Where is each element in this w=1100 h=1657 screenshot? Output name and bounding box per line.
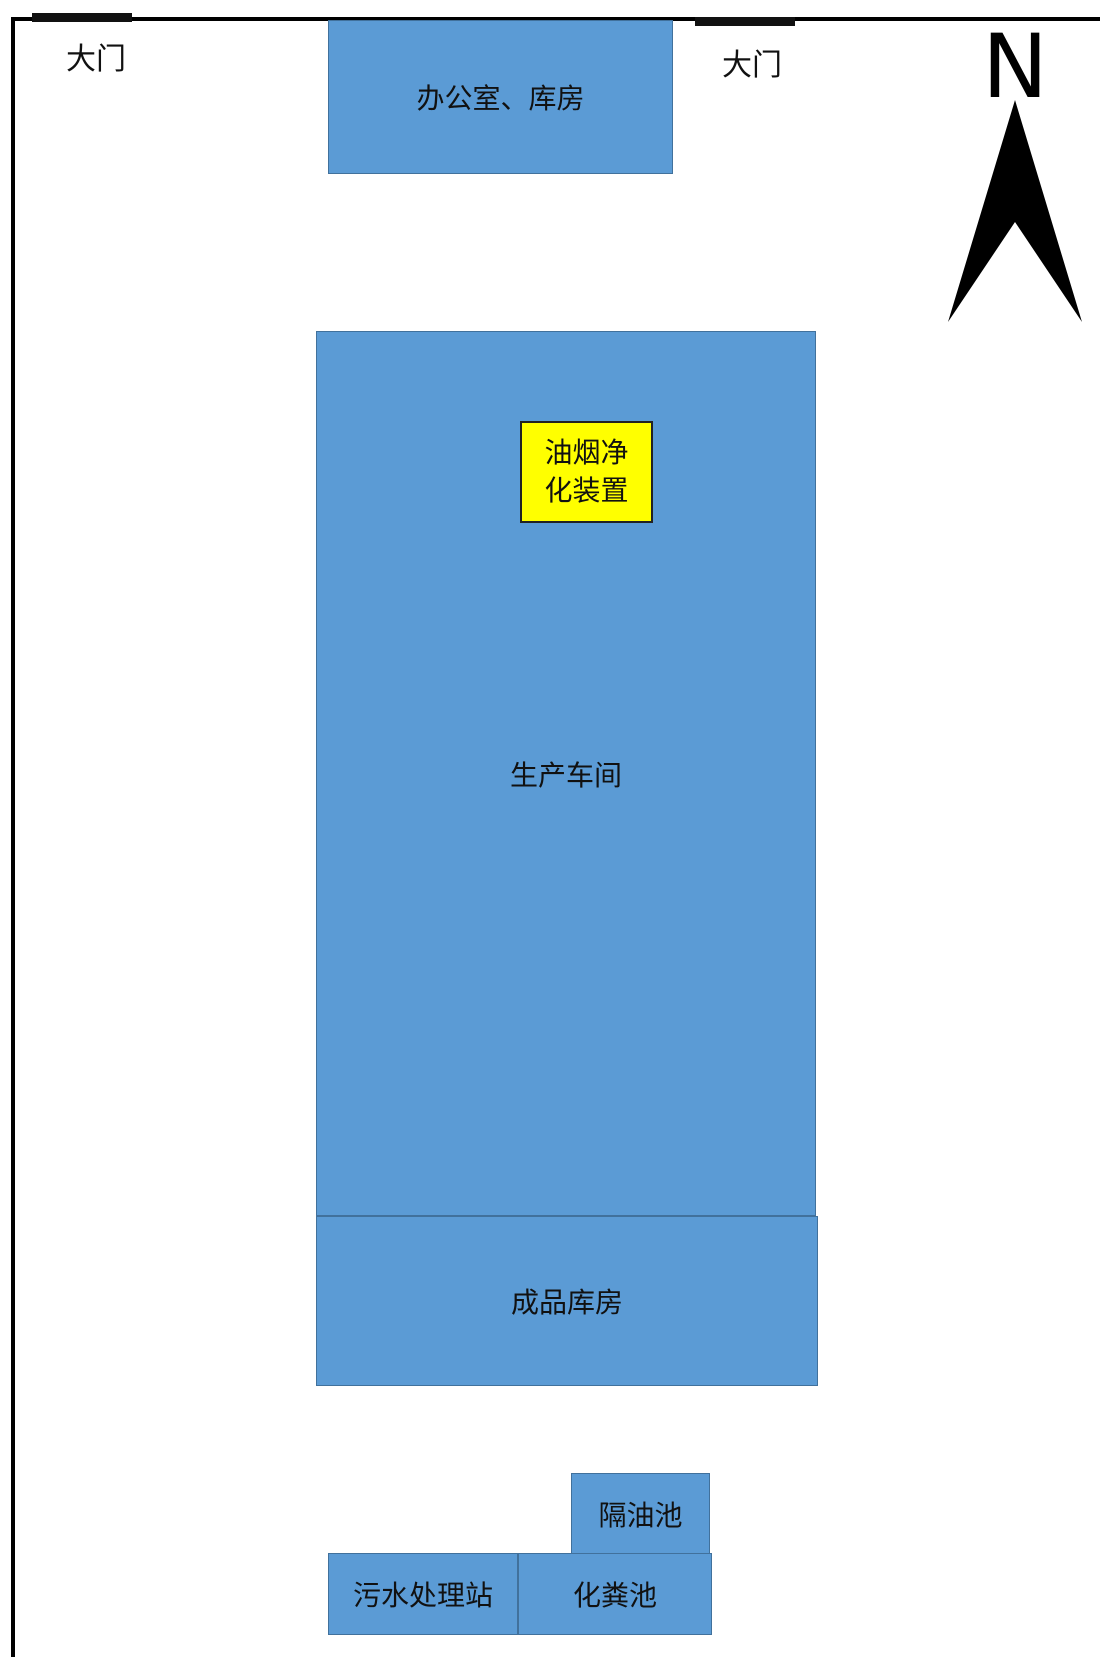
gate-west-label: 大门 [66, 42, 126, 77]
production-workshop-label: 生产车间 [509, 758, 622, 792]
finished-goods-warehouse-label: 成品库房 [510, 1286, 623, 1319]
grease-trap-label: 隔油池 [598, 1499, 683, 1532]
site-boundary [11, 17, 1100, 1657]
gate-east-marker [695, 17, 795, 26]
north-arrow-icon [948, 100, 1082, 322]
gate-west-marker [32, 13, 132, 22]
sewage-treatment-station: 污水处理站 [328, 1553, 518, 1635]
north-arrow: N [948, 22, 1082, 322]
grease-trap: 隔油池 [571, 1473, 710, 1555]
gate-east-label: 大门 [722, 48, 782, 83]
septic-tank: 化粪池 [518, 1553, 712, 1635]
fume-purifier: 油烟净 化装置 [520, 421, 653, 523]
sewage-treatment-station-label: 污水处理站 [352, 1579, 493, 1612]
office-storage-label: 办公室、库房 [416, 82, 585, 115]
septic-tank-label: 化粪池 [572, 1579, 657, 1612]
fume-purifier-label: 油烟净 化装置 [544, 436, 629, 507]
finished-goods-warehouse: 成品库房 [316, 1216, 818, 1386]
office-storage-building: 办公室、库房 [328, 20, 673, 174]
